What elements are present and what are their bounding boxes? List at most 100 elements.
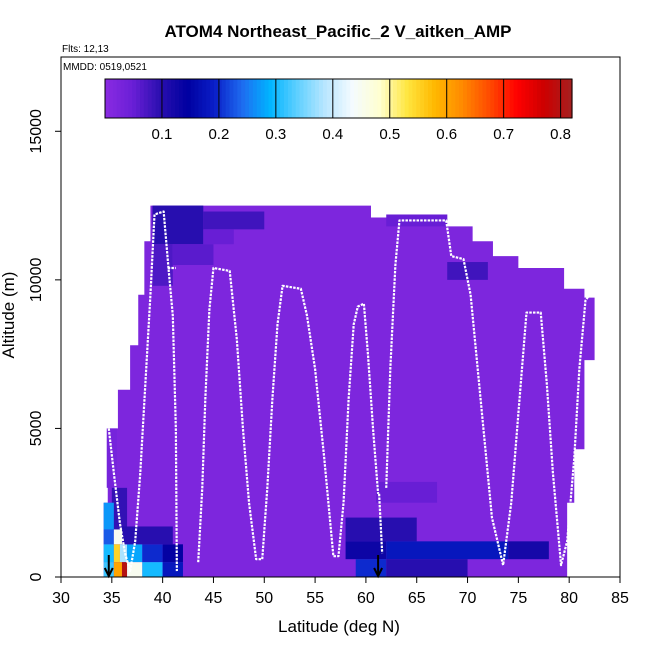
colorbar-segment (112, 79, 118, 118)
heatmap-cell (203, 211, 265, 230)
latitude-arrow-icon (373, 555, 383, 579)
colorbar-segment (435, 79, 441, 118)
colorbar-segment (217, 79, 223, 118)
colorbar-segment (470, 79, 476, 118)
colorbar-segment (474, 79, 480, 118)
x-tick-label: 30 (52, 590, 70, 607)
colorbar-segment (284, 79, 289, 118)
colorbar-segment (186, 79, 192, 118)
colorbar-segment (171, 79, 176, 118)
colorbar-segment (248, 79, 254, 118)
colorbar-segment (198, 79, 203, 118)
colorbar-tick-label: 0.8 (550, 126, 571, 143)
colorbar-segment (431, 79, 437, 118)
flight-profile-layer (107, 210, 591, 573)
colorbar-segment (241, 79, 246, 118)
heatmap-cell (386, 541, 509, 560)
colorbar-segment (276, 79, 281, 118)
colorbar-segment (108, 79, 114, 118)
y-axis: 0 5000 10000 15000 (28, 109, 61, 581)
heatmap-cell (203, 229, 234, 245)
heatmap-cell (103, 529, 114, 545)
colorbar-segment (408, 79, 414, 118)
colorbar-tick-label: 0.7 (493, 126, 514, 143)
plot-frame (60, 56, 621, 578)
colorbar-segment (455, 79, 460, 118)
flight-profile-line (107, 210, 178, 573)
colorbar-segment (548, 79, 554, 118)
heatmap-cell (103, 502, 114, 530)
heatmap-cell (162, 562, 183, 577)
x-tick-label: 35 (103, 590, 121, 607)
x-tick-label: 65 (408, 590, 426, 607)
heatmap-cell (121, 526, 173, 545)
colorbar-segment (334, 79, 340, 118)
heatmap-cell (376, 481, 438, 503)
colorbar-segment (556, 79, 561, 118)
colorbar-segment (517, 79, 523, 118)
colorbar-segment (369, 79, 375, 118)
colorbar-segment (342, 79, 347, 118)
colorbar-segment (357, 79, 363, 118)
colorbar-segment (105, 79, 110, 118)
colorbar-segment (132, 79, 137, 118)
colorbar-tick-label: 0.1 (152, 126, 173, 143)
heatmap-cell (142, 562, 163, 577)
colorbar-segment (568, 79, 573, 118)
colorbar-segment (377, 79, 382, 118)
heatmap-cell (386, 559, 468, 577)
colorbar-segment (322, 79, 328, 118)
colorbar-segment (501, 79, 507, 118)
colorbar-segment (307, 79, 312, 118)
heatmap-cell (152, 205, 204, 245)
heatmap-cell (345, 541, 387, 560)
x-axis-label: Latitude (deg N) (278, 617, 400, 636)
colorbar-segment (525, 79, 530, 118)
colorbar-segment (463, 79, 468, 118)
colorbar-segment (447, 79, 452, 118)
colorbar-segment (490, 79, 495, 118)
x-tick-label: 75 (509, 590, 527, 607)
flight-profile-line (197, 266, 380, 563)
heatmap-cell (119, 544, 128, 563)
colorbar-segment (295, 79, 301, 118)
colorbar-segment (182, 79, 188, 118)
plot-area (61, 57, 620, 579)
colorbar-segment (404, 79, 410, 118)
colorbar-segment (482, 79, 487, 118)
colorbar-segment (256, 79, 262, 118)
colorbar-segment (365, 79, 371, 118)
colorbar-segment (252, 79, 258, 118)
colorbar-segment (163, 79, 168, 118)
colorbar-segment (544, 79, 550, 118)
colorbar-segment (350, 79, 355, 118)
colorbar-tick-label: 0.4 (322, 126, 343, 143)
colorbar-segment (311, 79, 316, 118)
colorbar-segment (233, 79, 238, 118)
heatmap-cell (142, 544, 163, 563)
colorbar-tick-label: 0.6 (436, 126, 457, 143)
colorbar-segment (264, 79, 270, 118)
colorbar-segment (428, 79, 433, 118)
colorbar-segment (167, 79, 172, 118)
flight-profile-line (385, 219, 591, 567)
colorbar-segment (478, 79, 484, 118)
x-tick-label: 70 (459, 590, 477, 607)
colorbar-segment (486, 79, 491, 118)
colorbar-segment (389, 79, 394, 118)
heatmap-cell (113, 529, 126, 545)
x-tick-label: 45 (205, 590, 223, 607)
colorbar-segment (319, 79, 324, 118)
y-axis-label: Altitude (m) (0, 272, 18, 359)
colorbar-segment (396, 79, 402, 118)
heatmap-cell (172, 244, 214, 265)
colorbar-segment (136, 79, 141, 118)
colorbar-segment (315, 79, 320, 118)
colorbar-segment (303, 79, 308, 118)
colorbar-segment (287, 79, 293, 118)
colorbar-segment (540, 79, 546, 118)
colorbar-segment (529, 79, 534, 118)
colorbar-tick-label: 0.5 (379, 126, 400, 143)
colorbar-segment (416, 79, 421, 118)
